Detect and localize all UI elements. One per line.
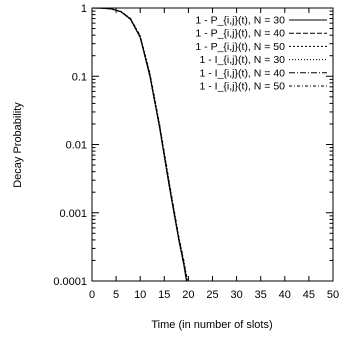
legend-label: 1 - I_{i,j}(t), N = 50 <box>200 81 286 93</box>
x-tick-label: 30 <box>230 289 242 301</box>
x-tick-label: 0 <box>89 289 95 301</box>
series-line-2 <box>91 7 188 282</box>
legend: 1 - P_{i,j}(t), N = 301 - P_{i,j}(t), N … <box>195 15 327 93</box>
y-tick-label: 1 <box>81 3 87 15</box>
legend-label: 1 - P_{i,j}(t), N = 50 <box>195 41 285 53</box>
legend-label: 1 - I_{i,j}(t), N = 40 <box>200 67 286 79</box>
series-lines <box>91 7 188 282</box>
y-axis-ticks: 0.0001 0.001 0.01 0.1 1 <box>53 3 333 288</box>
series-line-4 <box>91 7 187 282</box>
x-tick-label: 50 <box>327 289 339 301</box>
legend-label: 1 - I_{i,j}(t), N = 30 <box>200 54 286 66</box>
series-line-3 <box>91 7 188 282</box>
y-axis-label: Decay Probability <box>12 102 24 188</box>
legend-label: 1 - P_{i,j}(t), N = 30 <box>195 15 285 27</box>
legend-label: 1 - P_{i,j}(t), N = 40 <box>195 28 285 40</box>
x-axis-ticks: 0 5 10 15 20 25 30 35 40 45 50 <box>89 8 339 301</box>
x-tick-label: 25 <box>206 289 218 301</box>
x-tick-label: 20 <box>182 289 194 301</box>
series-line-5 <box>91 7 188 282</box>
x-tick-label: 10 <box>134 289 146 301</box>
series-line-6 <box>91 7 188 282</box>
x-tick-label: 35 <box>255 289 267 301</box>
series-line-1 <box>91 7 187 282</box>
y-tick-label: 0.01 <box>66 140 87 152</box>
y-tick-label: 0.001 <box>59 208 87 220</box>
y-tick-label: 0.1 <box>72 71 87 83</box>
x-tick-label: 45 <box>303 289 315 301</box>
y-tick-label: 0.0001 <box>53 276 87 288</box>
x-tick-label: 15 <box>158 289 170 301</box>
x-axis-label: Time (in number of slots) <box>151 319 272 331</box>
x-tick-label: 40 <box>279 289 291 301</box>
x-tick-label: 5 <box>113 289 119 301</box>
